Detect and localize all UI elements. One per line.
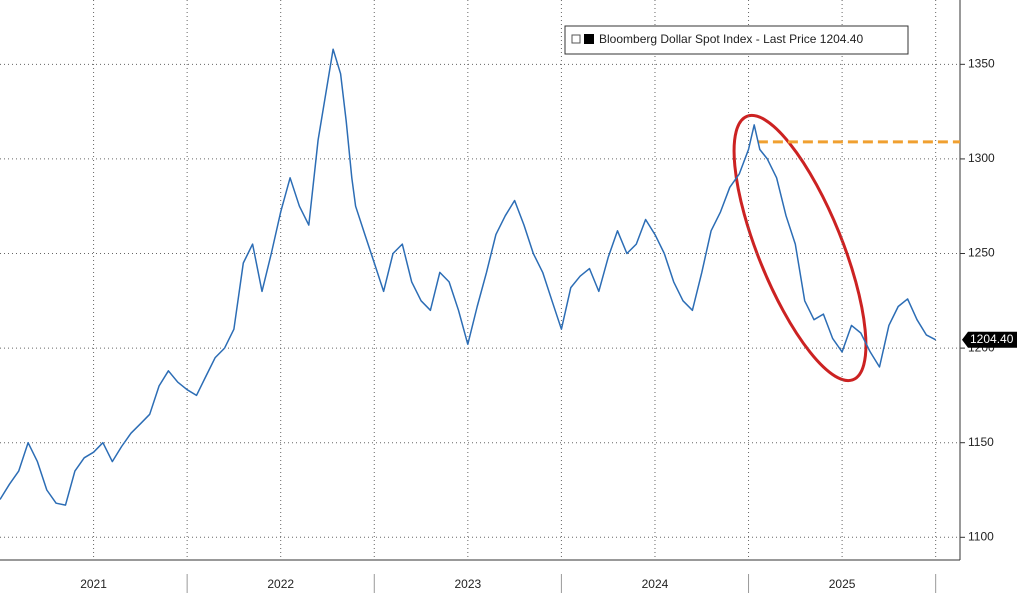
legend-toggle	[571, 34, 581, 44]
price-line	[0, 48, 937, 506]
x-tick-label: 2021	[80, 577, 107, 591]
y-tick-label: 1250	[968, 246, 995, 260]
legend: Bloomberg Dollar Spot Index - Last Price…	[564, 25, 909, 55]
y-tick-label: 1150	[968, 435, 994, 449]
y-tick-label: 1300	[968, 151, 995, 165]
x-tick-label: 2022	[267, 577, 294, 591]
x-tick-label: 2025	[829, 577, 856, 591]
legend-box	[564, 25, 909, 55]
y-tick-label: 1100	[968, 529, 994, 543]
y-tick-label: 1350	[968, 56, 995, 70]
last-price-box	[962, 331, 1017, 348]
x-tick-label: 2023	[454, 577, 481, 591]
highlight-ellipse	[732, 113, 868, 383]
x-tick-label: 2024	[642, 577, 669, 591]
legend-swatch	[584, 34, 594, 44]
last-price-label: 1204.40	[970, 332, 1014, 346]
legend-label: Bloomberg Dollar Spot Index - Last Price…	[599, 32, 863, 46]
